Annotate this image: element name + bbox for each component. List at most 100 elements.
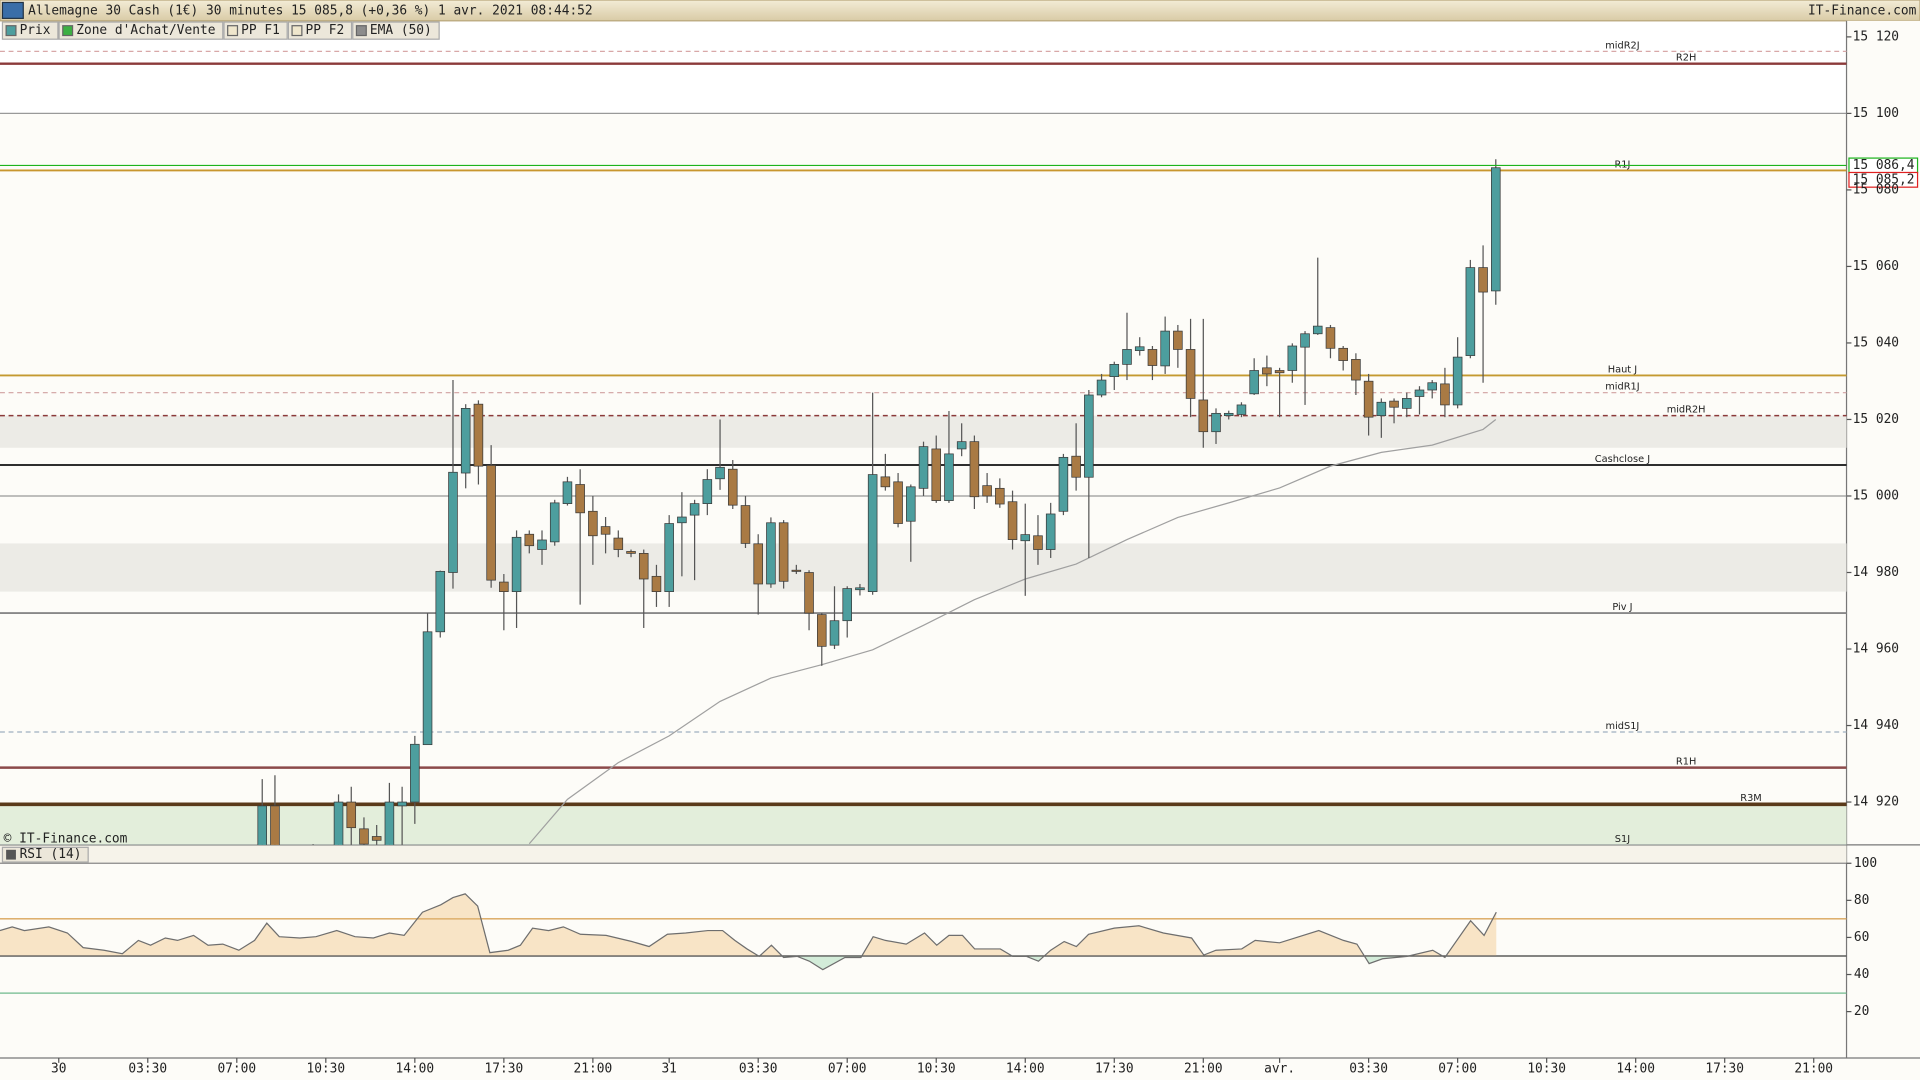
y-tick-label: 15 060 <box>1853 259 1899 274</box>
price-tag-box <box>1848 171 1919 188</box>
candle-body <box>626 551 636 554</box>
candle-body <box>944 453 954 501</box>
rsi-plot <box>0 893 1847 994</box>
candle-body <box>499 581 509 592</box>
candle-body <box>257 805 268 845</box>
legend-label: PP F1 <box>241 23 280 38</box>
x-tick-label: 10:30 <box>917 1061 956 1076</box>
candle-body <box>1325 327 1336 349</box>
level-label: R1H <box>1676 756 1696 767</box>
candle-body <box>753 543 763 585</box>
price-tag-label: 15 086,4 <box>1853 158 1915 173</box>
legend-item[interactable] <box>352 21 440 40</box>
candle-body <box>384 801 395 845</box>
y-tick-label: 15 120 <box>1853 29 1899 44</box>
candle-body <box>1134 346 1145 351</box>
x-tick-label: 31 <box>661 1061 676 1076</box>
x-tick-label: 14:00 <box>395 1061 434 1076</box>
legend-label: EMA (50) <box>370 23 432 38</box>
candle-body <box>549 502 560 543</box>
x-tick-label: 03:30 <box>1349 1061 1388 1076</box>
y-tick-label: 15 080 <box>1853 182 1899 197</box>
level-label: Haut J <box>1608 364 1637 375</box>
candle-body <box>842 588 852 622</box>
x-tick-label: 21:00 <box>1184 1061 1223 1076</box>
candle-body <box>715 466 725 480</box>
candle-body <box>1338 347 1348 361</box>
candle-body <box>473 403 484 467</box>
y-tick-label: 14 920 <box>1853 795 1899 810</box>
candle-body <box>371 836 382 841</box>
x-tick-label: 07:00 <box>1438 1061 1477 1076</box>
legend-item[interactable] <box>287 21 353 40</box>
candle-body <box>1198 399 1209 433</box>
title-bar <box>0 0 1920 22</box>
app-icon <box>1 1 24 19</box>
candle-body <box>766 522 776 585</box>
candle-body <box>893 481 903 524</box>
level-label: Cashclose J <box>1595 454 1650 465</box>
candle-body <box>359 828 369 845</box>
legend: Prix Zone d'Achat/Vente PP F1 PP F2 EMA (50) <box>1 21 440 40</box>
x-tick-label: 03:30 <box>739 1061 778 1076</box>
x-tick-label: 10:30 <box>306 1061 345 1076</box>
x-tick-label: 03:30 <box>128 1061 167 1076</box>
y-tick-label: 15 100 <box>1853 106 1899 121</box>
legend-swatch <box>355 25 367 37</box>
candle-body <box>1058 456 1069 512</box>
candle-body <box>1287 345 1298 371</box>
candle-body <box>1020 534 1031 542</box>
zone <box>0 543 1847 592</box>
candle-body <box>931 448 942 501</box>
x-tick-label: 17:30 <box>485 1061 524 1076</box>
candle-body <box>829 620 840 646</box>
candle-body <box>1274 370 1285 374</box>
x-tick-label: 21:00 <box>574 1061 613 1076</box>
legend-swatch <box>62 25 74 37</box>
candle-body <box>422 631 433 746</box>
candle-body <box>1363 380 1374 418</box>
candle-body <box>638 553 649 580</box>
candle-body <box>588 510 598 537</box>
candle-body <box>448 471 458 573</box>
candle-body <box>1452 356 1463 406</box>
candle-body <box>346 801 357 829</box>
candle-body <box>562 481 573 505</box>
rsi-y-tick-label: 100 <box>1854 856 1877 871</box>
candle-body <box>1262 367 1272 375</box>
x-tick-label: 21:00 <box>1794 1061 1833 1076</box>
brand: IT-Finance.com <box>1808 4 1917 19</box>
legend-item[interactable] <box>58 21 224 40</box>
candle-body <box>486 465 496 581</box>
price-plot: midR2J R2H R1J Haut J midR1J midR2H Cashclose … <box>0 40 1847 845</box>
candle-body <box>880 476 891 488</box>
candle-body <box>817 614 827 647</box>
rsi-header-bg <box>0 844 1847 864</box>
candle-body <box>410 743 420 803</box>
y-tick-label: 14 960 <box>1853 642 1899 657</box>
candle-body <box>333 801 344 845</box>
candle-body <box>1211 412 1221 433</box>
legend-label: Prix <box>20 23 51 38</box>
rsi-title: RSI (14) <box>20 847 82 862</box>
x-tick-label: 10:30 <box>1527 1061 1566 1076</box>
rsi-area-above <box>0 893 1497 956</box>
candle-body <box>537 539 547 550</box>
x-tick-label: 14:00 <box>1616 1061 1655 1076</box>
candle-body <box>1491 167 1501 292</box>
price-tag-label: 15 085,2 <box>1853 172 1915 187</box>
x-tick-label: 17:30 <box>1095 1061 1134 1076</box>
candle-body <box>1045 513 1056 550</box>
candle-body <box>270 805 280 845</box>
legend-swatch <box>227 25 239 37</box>
axes: 15 086,415 085,2 14 920 14 940 14 960 14 980… <box>51 29 1919 1076</box>
candle-body <box>1312 325 1323 335</box>
watermark: © IT-Finance.com <box>4 831 128 846</box>
candle-body <box>1427 382 1437 391</box>
candle-body <box>511 536 522 592</box>
candle-body <box>435 570 446 633</box>
legend-item[interactable] <box>223 21 288 40</box>
y-tick-label: 15 020 <box>1853 412 1899 427</box>
